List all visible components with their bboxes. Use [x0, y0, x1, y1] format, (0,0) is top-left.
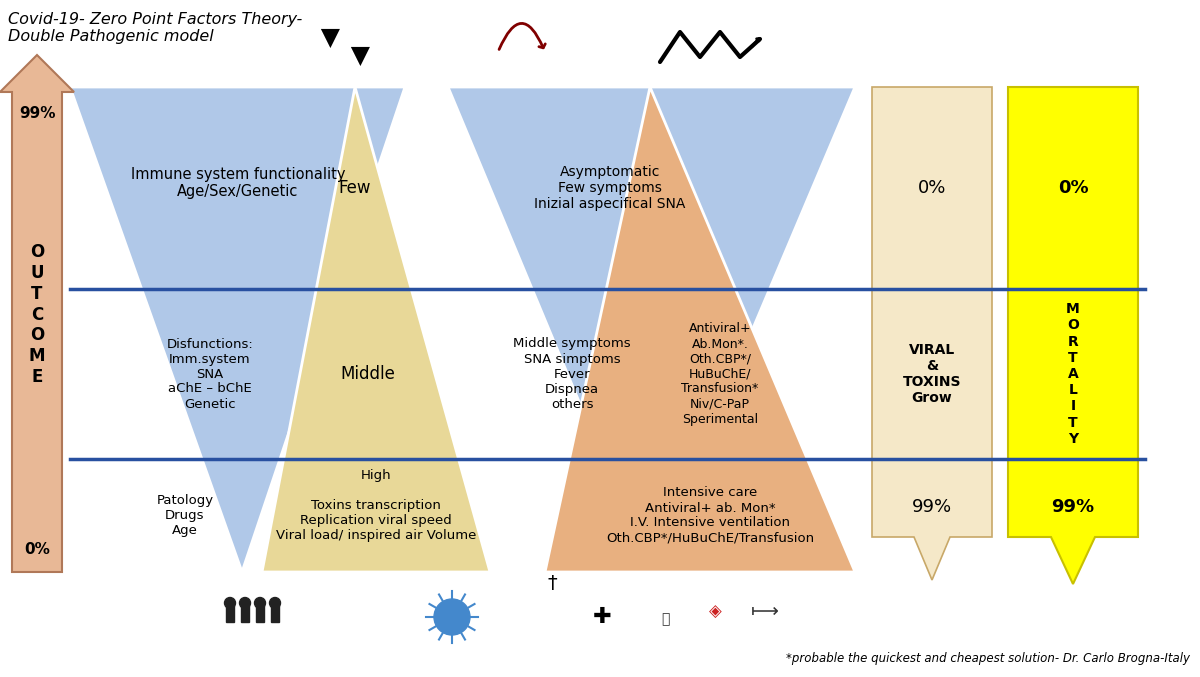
Text: Intensive care
Antiviral+ ab. Mon*
I.V. Intensive ventilation
Oth.CBP*/HuBuChE/T: Intensive care Antiviral+ ab. Mon* I.V. … [606, 487, 814, 544]
Text: Patology
Drugs
Age: Patology Drugs Age [156, 494, 214, 537]
Circle shape [254, 598, 265, 609]
Polygon shape [0, 55, 74, 572]
Text: †: † [547, 575, 557, 594]
Polygon shape [70, 87, 406, 572]
Circle shape [270, 598, 281, 609]
Circle shape [240, 598, 251, 609]
Text: ✚: ✚ [593, 607, 611, 627]
Text: ▲: ▲ [350, 43, 370, 67]
Text: O
U
T
C
O
M
E: O U T C O M E [29, 243, 46, 386]
Text: ⟼: ⟼ [751, 602, 779, 621]
Bar [256, 604, 264, 622]
Text: Covid-19- Zero Point Factors Theory-
Double Pathogenic model: Covid-19- Zero Point Factors Theory- Dou… [8, 12, 302, 45]
Text: ◈: ◈ [709, 603, 721, 621]
Polygon shape [262, 87, 490, 572]
Text: Few: Few [338, 179, 371, 197]
Text: 99%: 99% [1051, 498, 1094, 517]
Bar [271, 604, 278, 622]
Circle shape [224, 598, 235, 609]
Text: ⬛: ⬛ [661, 612, 670, 626]
Text: 99%: 99% [19, 106, 55, 121]
Text: Disfunctions:
Imm.system
SNA
aChE – bChE
Genetic: Disfunctions: Imm.system SNA aChE – bChE… [167, 338, 253, 410]
Text: 0%: 0% [1057, 179, 1088, 197]
Bar [241, 604, 250, 622]
Text: 99%: 99% [912, 498, 952, 517]
Polygon shape [545, 87, 856, 572]
Text: 0%: 0% [24, 542, 50, 557]
Bar [226, 604, 234, 622]
Text: Middle symptoms
SNA simptoms
Fever
Dispnea
others: Middle symptoms SNA simptoms Fever Dispn… [514, 338, 631, 410]
Text: Asymptomatic
Few symptoms
Inizial aspecifical SNA: Asymptomatic Few symptoms Inizial aspeci… [534, 165, 685, 211]
Polygon shape [872, 87, 992, 580]
Text: ▲: ▲ [320, 25, 340, 49]
Text: Immune system functionality
Age/Sex/Genetic: Immune system functionality Age/Sex/Gene… [131, 167, 346, 199]
Text: High

Toxins transcription
Replication viral speed
Viral load/ inspired air Volu: High Toxins transcription Replication vi… [276, 469, 476, 542]
Text: VIRAL
&
TOXINS
Grow: VIRAL & TOXINS Grow [902, 343, 961, 406]
Text: M
O
R
T
A
L
I
T
Y: M O R T A L I T Y [1066, 302, 1080, 445]
Circle shape [434, 599, 470, 635]
Text: 0%: 0% [918, 179, 946, 197]
Text: *probable the quickest and cheapest solution- Dr. Carlo Brogna-Italy: *probable the quickest and cheapest solu… [786, 652, 1190, 665]
Polygon shape [1008, 87, 1138, 584]
Text: Middle: Middle [340, 365, 395, 383]
Polygon shape [448, 87, 856, 572]
Text: Antiviral+
Ab.Mon*.
Oth.CBP*/
HuBuChE/
Transfusion*
Niv/C-PaP
Sperimental: Antiviral+ Ab.Mon*. Oth.CBP*/ HuBuChE/ T… [682, 322, 758, 426]
